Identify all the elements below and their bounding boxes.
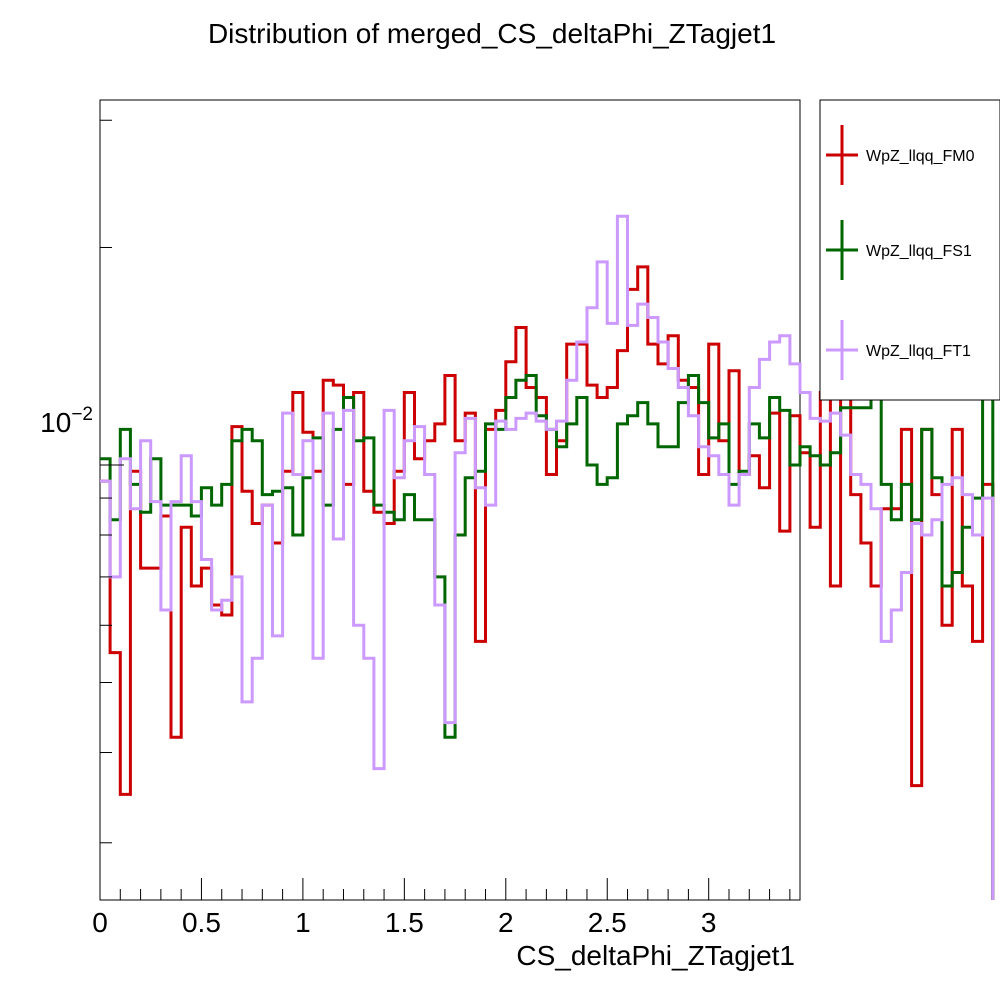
x-tick-label: 2 xyxy=(498,907,514,938)
legend-entry-WpZ_llqq_FS1: WpZ_llqq_FS1 xyxy=(826,220,972,280)
x-tick-label: 0 xyxy=(92,907,108,938)
series-line-WpZ_llqq_FT1 xyxy=(100,214,995,900)
chart-title: Distribution of merged_CS_deltaPhi_ZTagj… xyxy=(208,18,776,49)
x-tick-label: 2.5 xyxy=(588,907,627,938)
axis-layer: 0 0.5 1 1.5 2 2.5 3 xyxy=(92,119,791,938)
legend-entry-WpZ_llqq_FM0: WpZ_llqq_FM0 xyxy=(826,125,975,185)
legend-items: WpZ_llqq_FM0 WpZ_llqq_FS1 WpZ_llqq_FT1 xyxy=(826,125,975,380)
y-tick-exponent: −2 xyxy=(71,404,93,425)
y-tick-base: 10 xyxy=(40,407,71,438)
x-tick-label: 0.5 xyxy=(182,907,221,938)
legend-label: WpZ_llqq_FS1 xyxy=(866,243,972,260)
legend: WpZ_llqq_FM0 WpZ_llqq_FS1 WpZ_llqq_FT1 xyxy=(819,99,1000,401)
legend-label: WpZ_llqq_FT1 xyxy=(866,343,971,360)
y-tick-label-1e-2: 10−2 xyxy=(40,404,93,438)
x-axis-label: CS_deltaPhi_ZTagjet1 xyxy=(516,940,795,971)
plot-frame xyxy=(99,99,801,901)
x-tick-label: 3 xyxy=(701,907,717,938)
legend-entry-WpZ_llqq_FT1: WpZ_llqq_FT1 xyxy=(826,320,971,380)
legend-label: WpZ_llqq_FM0 xyxy=(866,148,975,165)
x-tick-label: 1.5 xyxy=(385,907,424,938)
x-tick-label: 1 xyxy=(295,907,311,938)
